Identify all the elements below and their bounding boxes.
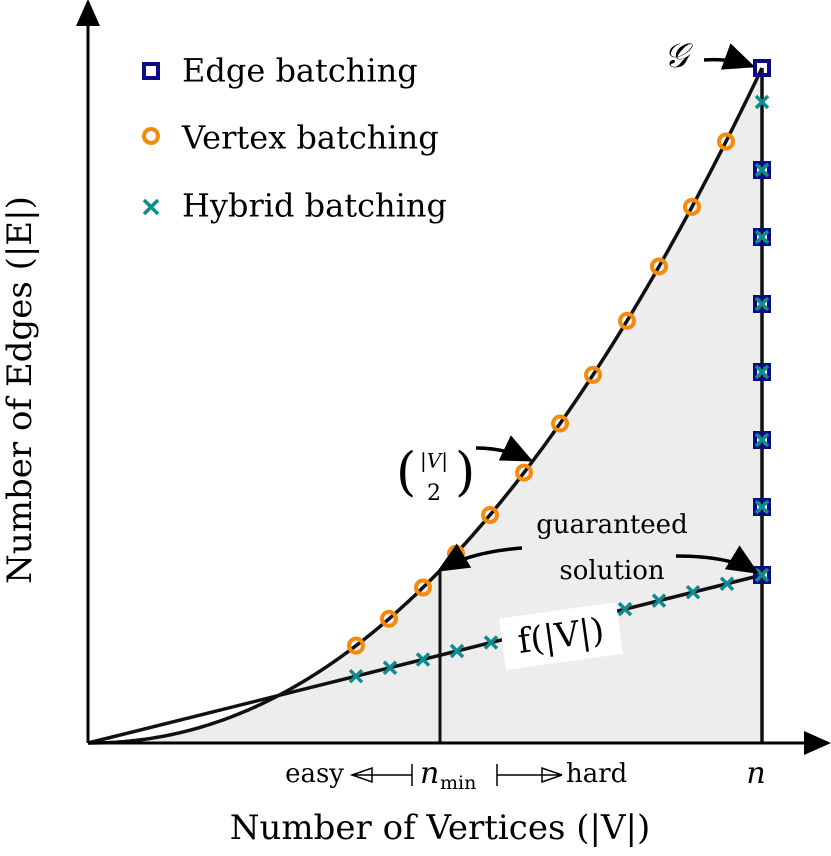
plot-shapes <box>87 67 764 745</box>
easy-label: easy <box>285 759 344 789</box>
hybrid-marker <box>483 635 499 650</box>
vertex-marker <box>481 505 499 524</box>
arrow <box>349 764 413 786</box>
n-min-base: n <box>420 756 439 791</box>
vertex-marker <box>618 311 636 330</box>
edge-marker <box>753 363 771 381</box>
edge-marker <box>753 566 771 584</box>
vertex-marker <box>414 578 432 597</box>
annotation: guaranteed <box>536 510 687 540</box>
vertex-marker <box>650 257 668 276</box>
arrow <box>675 545 759 574</box>
vertex-marker <box>584 365 602 384</box>
edge-marker <box>753 161 771 179</box>
hybrid-marker <box>382 660 398 675</box>
binom-top: |V| <box>420 449 448 474</box>
arrow <box>496 764 563 786</box>
vertex-marker <box>551 414 569 433</box>
hybrid-marker <box>754 162 770 178</box>
n-label: n <box>746 756 765 791</box>
legend-circle <box>142 127 160 145</box>
hybrid-marker <box>449 643 465 659</box>
edge-marker <box>753 498 771 516</box>
vertex-marker <box>683 197 701 216</box>
vertex-marker <box>515 463 533 482</box>
hybrid-marker <box>754 296 770 312</box>
hybrid-marker <box>719 576 735 591</box>
hybrid-marker <box>415 652 431 667</box>
hybrid-marker <box>754 94 770 110</box>
vertex-marker <box>717 132 735 151</box>
edge-marker <box>753 431 771 449</box>
binom-paren: ( <box>396 443 416 503</box>
binom-bottom: 2 <box>427 481 441 506</box>
label-background <box>498 602 624 671</box>
y-axis-label: Number of Edges (|E|) <box>0 196 40 584</box>
arrow <box>475 435 534 462</box>
hard-label: hard <box>566 759 627 789</box>
graph-label: 𝒢 <box>664 36 693 76</box>
binom-paren: ) <box>455 443 475 503</box>
legend-label: Hybrid batching <box>182 187 447 225</box>
binomial-curve <box>88 67 764 745</box>
arrow <box>436 543 523 572</box>
region <box>88 68 762 743</box>
legend-square <box>142 62 160 80</box>
hybrid-marker <box>348 668 364 684</box>
edge-marker <box>753 228 771 246</box>
x-axis-label: Number of Vertices (|V|) <box>230 808 650 848</box>
hybrid-marker <box>651 593 667 608</box>
vertex-marker <box>347 636 365 655</box>
hybrid-marker <box>754 229 770 245</box>
arrow <box>703 43 756 70</box>
legend-label: Vertex batching <box>181 119 439 157</box>
vertex-marker <box>380 609 398 628</box>
hybrid-marker <box>754 432 770 448</box>
edge-marker <box>753 295 771 313</box>
annotation: solution <box>559 556 664 586</box>
f-label-box: f(|V|) <box>498 602 624 671</box>
hybrid-marker <box>685 584 701 600</box>
hybrid-marker <box>754 499 770 515</box>
legend-label: Edge batching <box>182 52 418 90</box>
n-min-sub: min <box>440 772 476 794</box>
hybrid-marker <box>617 601 633 617</box>
legend-cross <box>142 198 160 216</box>
hybrid-marker <box>754 364 770 380</box>
